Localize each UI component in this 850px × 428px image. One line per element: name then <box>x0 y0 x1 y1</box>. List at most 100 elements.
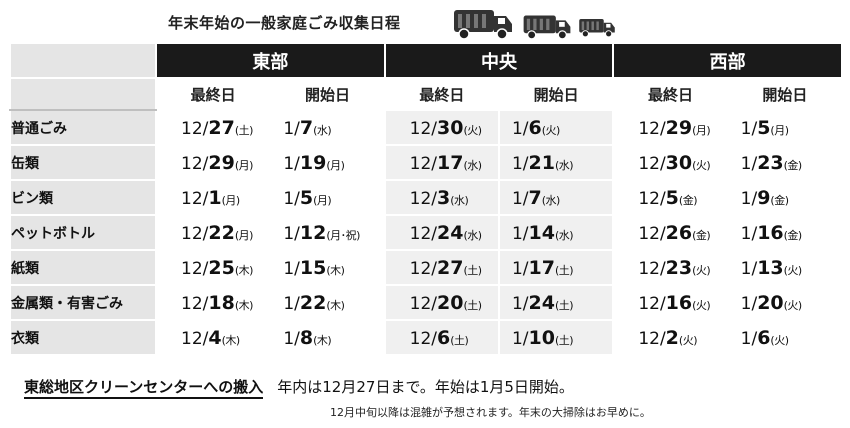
date-weekday: (月) <box>770 123 789 137</box>
date-month: 1/ <box>283 293 300 314</box>
date-day: 27 <box>208 116 235 139</box>
date-weekday: (火) <box>783 263 803 277</box>
title-row: 年末年始の一般家庭ごみ収集日程 <box>0 0 850 42</box>
date-value: 1/23(金) <box>729 151 803 174</box>
date-value: 12/18(木) <box>157 292 253 314</box>
date-month: 1/ <box>511 328 529 349</box>
date-day: 24 <box>437 221 464 244</box>
date-day: 23 <box>757 151 784 174</box>
date-value: 12/1(月) <box>157 187 241 209</box>
date-weekday: (火) <box>783 298 803 312</box>
date-day: 3 <box>437 186 451 209</box>
category-cell: 缶類 <box>9 144 157 181</box>
date-weekday: (金) <box>678 193 698 207</box>
table-row: ビン類 12/1(月) 1/5(月) 12/3(水) 1/7(水) 12/5(金) 1/9(… <box>9 179 844 216</box>
date-weekday: (金) <box>770 193 789 207</box>
date-value: 1/16(金) <box>729 222 803 244</box>
garbage-truck-icon <box>579 19 615 38</box>
date-weekday: (火) <box>692 298 711 312</box>
date-month: 12/ <box>409 188 438 209</box>
date-weekday: (火) <box>692 263 711 277</box>
date-month: 12/ <box>181 223 209 244</box>
category-cell: ペットボトル <box>9 214 157 251</box>
date-month: 12/ <box>181 258 209 279</box>
date-month: 1/ <box>740 188 758 209</box>
date-weekday: (火) <box>678 333 698 347</box>
date-day: 6 <box>437 326 451 349</box>
date-day: 15 <box>299 256 327 279</box>
date-value: 12/17(水) <box>386 151 482 174</box>
date-month: 12/ <box>181 188 209 209</box>
date-value: 1/8(木) <box>271 327 331 349</box>
date-weekday: (木) <box>326 298 345 312</box>
date-day: 9 <box>757 186 771 209</box>
date-cell: 1/9(金) <box>726 179 844 216</box>
category-cell: 普通ごみ <box>9 109 157 146</box>
date-month: 1/ <box>283 258 300 279</box>
date-value: 1/7(水) <box>500 186 560 209</box>
region-west-header: 西部 <box>612 42 843 79</box>
date-value: 1/7(水) <box>271 117 331 139</box>
date-day: 7 <box>528 186 542 209</box>
date-value: 12/20(土) <box>386 292 482 314</box>
date-month: 1/ <box>740 258 758 279</box>
date-cell: 1/12(月･祝) <box>269 214 386 251</box>
date-day: 17 <box>437 151 464 174</box>
date-cell: 1/14(水) <box>497 214 615 251</box>
date-month: 12/ <box>409 153 438 174</box>
date-day: 26 <box>665 221 693 244</box>
date-cell: 12/2(火) <box>612 319 729 356</box>
date-weekday: (土) <box>450 333 469 347</box>
date-month: 1/ <box>740 223 758 244</box>
date-month: 1/ <box>283 328 300 349</box>
date-weekday: (月) <box>221 193 241 207</box>
date-weekday: (土) <box>554 333 574 347</box>
date-month: 12/ <box>409 293 438 314</box>
date-value: 12/2(火) <box>614 327 698 349</box>
date-value: 12/6(土) <box>386 326 469 349</box>
date-month: 12/ <box>409 328 438 349</box>
category-cell: 衣類 <box>9 319 157 356</box>
center-delivery-message: 年内は12月27日まで。年始は1月5日開始。 <box>277 378 574 396</box>
date-value: 12/29(月) <box>157 152 253 174</box>
date-value: 12/24(水) <box>386 221 482 244</box>
category-cell: 金属類・有害ごみ <box>9 284 157 321</box>
date-day: 30 <box>437 116 464 139</box>
sub-header-last-day: 最終日 <box>383 77 500 111</box>
date-value: 1/14(水) <box>500 222 574 244</box>
date-weekday: (金) <box>783 158 803 172</box>
date-value: 1/5(月) <box>271 186 331 209</box>
date-weekday: (土) <box>234 123 254 137</box>
date-day: 6 <box>528 116 542 139</box>
date-day: 20 <box>757 291 784 314</box>
sub-header-start-day: 開始日 <box>497 77 615 111</box>
date-month: 1/ <box>511 188 529 209</box>
schedule-table: 東部 中央 西部 最終日 開始日 最終日 開始日 最終日 開始日 普通ごみ 12/… <box>9 42 844 356</box>
date-month: 12/ <box>638 258 666 279</box>
date-value: 12/23(火) <box>614 257 711 279</box>
date-cell: 12/22(月) <box>154 214 272 251</box>
date-value: 1/9(金) <box>729 186 789 209</box>
date-month: 12/ <box>409 258 438 279</box>
date-day: 5 <box>299 186 314 209</box>
date-cell: 1/13(火) <box>726 249 844 286</box>
center-delivery-label: 東総地区クリーンセンターへの搬入 <box>24 378 264 399</box>
date-cell: 12/29(月) <box>154 144 272 181</box>
date-day: 12 <box>299 221 327 244</box>
date-cell: 12/20(土) <box>383 284 500 321</box>
date-cell: 12/30(火) <box>383 109 500 146</box>
date-value: 12/30(火) <box>386 116 482 139</box>
date-month: 12/ <box>638 223 666 244</box>
date-weekday: (火) <box>770 333 789 347</box>
date-month: 12/ <box>638 188 666 209</box>
date-month: 12/ <box>638 153 666 174</box>
date-weekday: (土) <box>554 263 574 277</box>
date-day: 5 <box>757 116 771 139</box>
date-value: 1/5(月) <box>729 116 789 139</box>
date-cell: 1/10(土) <box>497 319 615 356</box>
date-cell: 1/6(火) <box>497 109 615 146</box>
date-month: 12/ <box>409 118 438 139</box>
date-cell: 1/22(木) <box>269 284 386 321</box>
table-row: 紙類 12/25(木) 1/15(木) 12/27(土) 1/17(土) 12/23(火)… <box>9 249 844 286</box>
date-cell: 1/21(水) <box>497 144 615 181</box>
